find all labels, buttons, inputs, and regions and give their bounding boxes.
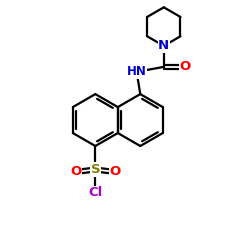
- Text: O: O: [70, 166, 81, 178]
- Text: O: O: [110, 166, 121, 178]
- Text: O: O: [179, 60, 190, 74]
- Text: HN: HN: [127, 65, 146, 78]
- Text: S: S: [90, 163, 100, 176]
- Text: N: N: [158, 40, 169, 52]
- Text: Cl: Cl: [88, 186, 102, 200]
